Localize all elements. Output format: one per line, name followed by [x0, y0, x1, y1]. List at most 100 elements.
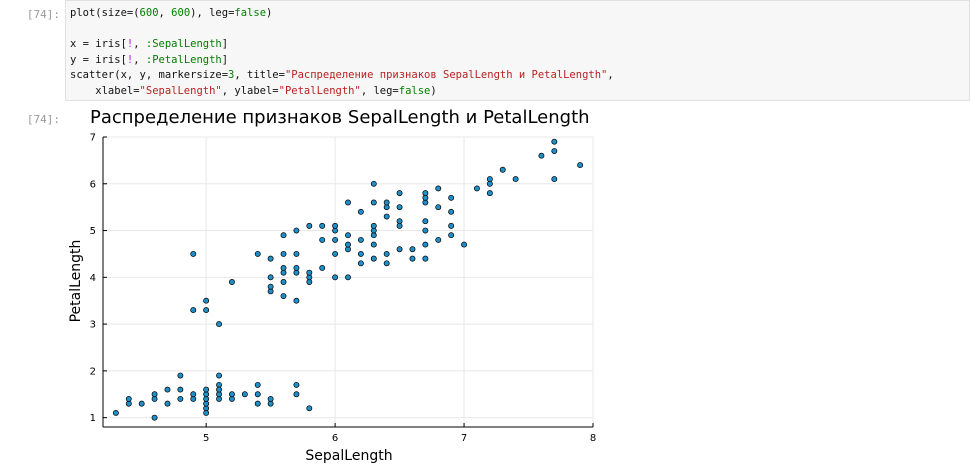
data-point — [422, 218, 429, 225]
data-point — [177, 395, 184, 402]
x-axis-label: SepalLength — [305, 448, 392, 464]
data-point — [383, 199, 390, 206]
data-point — [267, 274, 274, 281]
data-point — [551, 148, 558, 154]
data-point — [190, 391, 197, 398]
data-point — [241, 391, 248, 398]
x-tick-label: 6 — [332, 433, 338, 444]
data-point — [383, 250, 390, 257]
data-point — [435, 185, 442, 192]
data-point — [538, 152, 545, 159]
data-point — [203, 386, 210, 393]
data-point — [280, 279, 287, 285]
data-point — [345, 274, 351, 281]
data-point — [473, 185, 480, 192]
data-point — [216, 372, 223, 379]
data-point — [216, 386, 223, 393]
data-point — [357, 260, 364, 267]
data-point — [332, 222, 339, 229]
y-tick-label: 1 — [90, 413, 96, 424]
data-point — [396, 218, 403, 225]
data-point — [370, 180, 377, 187]
data-point — [370, 199, 377, 206]
data-point — [370, 222, 377, 229]
data-point — [319, 236, 326, 243]
data-point — [293, 297, 300, 304]
data-point — [203, 307, 210, 314]
y-tick-label: 7 — [90, 133, 96, 144]
data-point — [422, 255, 429, 262]
data-point — [370, 255, 377, 262]
x-tick-label: 7 — [461, 433, 467, 444]
data-point — [280, 250, 287, 257]
data-point — [486, 190, 493, 197]
data-point — [499, 166, 506, 173]
axis-ticks: 5 6 7 8 1 2 3 4 5 6 7 — [90, 133, 597, 445]
y-tick-label: 2 — [90, 366, 96, 377]
code-line-5: scatter(x, y, markersize=3, title="Распр… — [70, 69, 614, 81]
data-point — [293, 250, 300, 257]
code-text[interactable]: plot(size=(600, 600), leg=false) x = iri… — [70, 6, 614, 99]
code-editor[interactable]: plot(size=(600, 600), leg=false) x = iri… — [65, 0, 970, 101]
data-point — [203, 410, 210, 416]
data-point — [422, 190, 429, 197]
data-point — [293, 227, 300, 234]
data-point — [448, 194, 455, 201]
data-point — [306, 269, 313, 276]
y-tick-label: 6 — [90, 179, 96, 190]
data-point — [409, 246, 416, 253]
data-point — [396, 190, 403, 197]
data-point — [293, 391, 300, 398]
data-point — [151, 391, 158, 398]
data-point — [267, 255, 274, 262]
scatter-chart: 5 6 7 8 1 2 3 4 5 6 7 Распределение признаков Sepa… — [68, 107, 597, 464]
data-point — [448, 232, 455, 239]
data-point — [306, 405, 313, 412]
data-point — [306, 222, 313, 229]
data-point — [512, 176, 519, 183]
data-point — [228, 391, 235, 398]
data-point — [293, 265, 300, 271]
data-point — [267, 283, 274, 290]
data-point — [216, 321, 223, 328]
data-point — [190, 250, 197, 257]
data-point — [422, 241, 429, 248]
data-point — [332, 274, 339, 281]
output-cell: 5 6 7 8 1 2 3 4 5 6 7 Распределение признаков Sepa… — [65, 101, 970, 474]
data-point — [254, 391, 261, 398]
data-points — [112, 138, 584, 421]
data-point — [577, 162, 584, 169]
data-point — [280, 232, 287, 239]
data-point — [486, 176, 493, 183]
chart-title: Распределение признаков SepalLength и Pe… — [90, 107, 590, 128]
data-point — [228, 279, 235, 285]
input-prompt: [74]: — [26, 8, 60, 21]
data-point — [435, 204, 442, 211]
data-point — [357, 208, 364, 215]
data-point — [203, 297, 210, 304]
code-line-3: x = iris[!, :SepalLength] — [70, 38, 229, 50]
data-point — [396, 246, 403, 253]
x-tick-label: 8 — [590, 433, 596, 444]
data-point — [151, 414, 158, 421]
data-point — [396, 204, 403, 211]
data-point — [383, 213, 390, 220]
y-tick-label: 5 — [90, 226, 96, 237]
y-tick-label: 4 — [90, 273, 96, 284]
y-axis-label: PetalLength — [68, 240, 84, 323]
input-cell[interactable]: [74]: plot(size=(600, 600), leg=false) x… — [0, 0, 970, 101]
data-point — [164, 386, 171, 393]
data-point — [177, 386, 184, 393]
data-point — [383, 260, 390, 267]
data-point — [551, 138, 558, 145]
data-point — [345, 241, 351, 248]
data-point — [164, 400, 171, 407]
output-prompt: [74]: — [26, 113, 60, 126]
data-point — [280, 293, 287, 299]
data-point — [332, 250, 339, 257]
data-point — [254, 250, 261, 257]
data-point — [293, 381, 300, 388]
data-point — [461, 241, 468, 248]
data-point — [345, 199, 351, 206]
data-point — [345, 232, 351, 239]
